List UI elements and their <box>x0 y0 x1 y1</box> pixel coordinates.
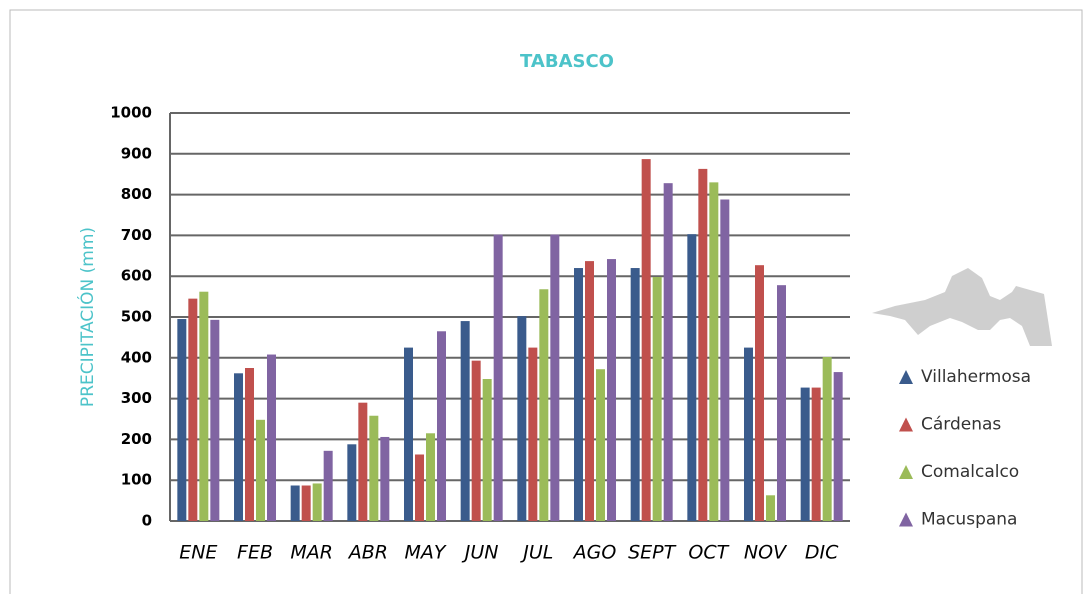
bar <box>404 347 413 521</box>
x-tick-label: MAR <box>290 542 333 564</box>
y-tick-label: 400 <box>121 348 152 366</box>
x-tick-label: NOV <box>744 542 788 564</box>
chart-title: TABASCO <box>520 51 614 72</box>
bar <box>663 183 673 521</box>
x-tick-label: AGO <box>572 542 617 564</box>
legend-label: Cárdenas <box>921 415 1001 435</box>
y-tick-label: 1000 <box>110 104 152 122</box>
legend-marker <box>899 465 913 479</box>
bar <box>607 259 616 521</box>
bar <box>698 168 708 521</box>
bar <box>460 321 470 521</box>
bar <box>585 261 594 521</box>
bar <box>245 368 254 521</box>
bar <box>630 268 640 521</box>
bar <box>482 379 492 521</box>
legend-label: Comalcalco <box>921 462 1019 482</box>
bar <box>652 277 662 521</box>
bar <box>822 356 832 521</box>
y-tick-label: 900 <box>121 144 152 162</box>
bar <box>539 289 549 521</box>
y-tick-label: 200 <box>121 430 152 448</box>
y-tick-label: 600 <box>121 267 152 285</box>
bar <box>744 347 753 521</box>
bar <box>358 402 368 521</box>
x-tick-label: JUN <box>461 542 499 564</box>
y-tick-label: 0 <box>142 512 152 530</box>
y-tick-label: 100 <box>121 471 152 489</box>
bar <box>426 433 435 521</box>
bar <box>766 495 775 521</box>
bar <box>528 347 538 521</box>
bar <box>687 234 697 521</box>
bar <box>210 319 220 521</box>
bar <box>550 234 560 522</box>
bar <box>471 360 481 521</box>
x-tick-label: DIC <box>805 542 839 564</box>
bar <box>574 268 583 521</box>
bar <box>720 199 730 521</box>
legend-label: Villahermosa <box>921 367 1031 387</box>
bar <box>323 450 333 521</box>
bar <box>199 291 209 521</box>
x-tick-label: ENE <box>179 542 217 564</box>
x-tick-label: FEB <box>237 542 273 564</box>
bar <box>347 444 357 521</box>
chart-frame <box>9 9 1083 598</box>
x-tick-label: MAY <box>405 542 447 564</box>
bar <box>437 331 446 521</box>
y-tick-label: 800 <box>121 185 152 203</box>
y-tick-label: 300 <box>121 389 152 407</box>
x-tick-label: JUL <box>519 542 553 564</box>
bar <box>267 354 276 521</box>
bar <box>777 285 786 521</box>
bar <box>833 372 843 521</box>
bar <box>188 298 198 521</box>
bar <box>301 485 311 521</box>
legend-marker <box>899 417 913 432</box>
bar <box>415 454 424 521</box>
bar <box>493 234 503 522</box>
legend-label: Macuspana <box>921 510 1017 530</box>
bar <box>811 387 821 521</box>
x-tick-label: OCT <box>688 542 729 564</box>
bar <box>517 316 527 521</box>
legend-marker <box>899 512 913 527</box>
y-axis-label: PRECIPITACIÓN (mm) <box>76 227 98 407</box>
bar <box>369 415 379 521</box>
bar <box>709 182 719 522</box>
bar <box>380 436 390 521</box>
bar <box>641 159 651 521</box>
y-tick-label: 700 <box>121 226 152 244</box>
legend-marker <box>899 370 913 384</box>
bar <box>234 373 243 521</box>
bar <box>755 265 764 521</box>
bar <box>177 319 187 521</box>
x-tick-label: SEPT <box>628 542 677 564</box>
y-tick-label: 500 <box>121 308 152 326</box>
bar <box>290 485 300 521</box>
bar <box>596 369 605 521</box>
bar <box>312 483 322 521</box>
x-tick-label: ABR <box>347 542 388 564</box>
bar <box>800 387 810 521</box>
map-shape <box>872 268 1052 346</box>
bar <box>256 419 265 521</box>
